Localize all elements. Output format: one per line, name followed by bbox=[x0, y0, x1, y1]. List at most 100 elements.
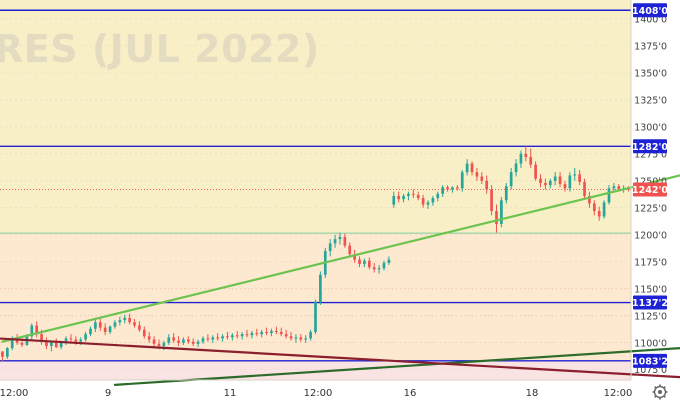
candle[interactable] bbox=[64, 336, 68, 345]
candle[interactable] bbox=[338, 232, 342, 245]
candle[interactable] bbox=[265, 327, 268, 336]
candle[interactable] bbox=[221, 334, 224, 342]
candle[interactable] bbox=[133, 319, 136, 328]
candle[interactable] bbox=[578, 170, 581, 186]
candle[interactable] bbox=[460, 170, 464, 192]
candle[interactable] bbox=[588, 191, 591, 208]
candle[interactable] bbox=[230, 333, 234, 341]
candle[interactable] bbox=[607, 185, 611, 205]
candle[interactable] bbox=[284, 329, 288, 339]
candle[interactable] bbox=[333, 234, 337, 248]
candle[interactable] bbox=[426, 200, 430, 209]
candle[interactable] bbox=[602, 200, 606, 219]
candle[interactable] bbox=[108, 325, 112, 335]
settings-gear-icon[interactable] bbox=[652, 384, 668, 400]
candle[interactable] bbox=[583, 178, 586, 199]
candle[interactable] bbox=[534, 161, 537, 181]
candle[interactable] bbox=[309, 329, 312, 341]
candle[interactable] bbox=[387, 256, 391, 266]
trendline[interactable] bbox=[113, 344, 680, 386]
candle[interactable] bbox=[480, 172, 484, 185]
candle[interactable] bbox=[465, 159, 469, 176]
candle[interactable] bbox=[172, 333, 175, 343]
candle[interactable] bbox=[1, 351, 4, 362]
candle[interactable] bbox=[553, 172, 557, 186]
candle[interactable] bbox=[592, 200, 596, 216]
candle[interactable] bbox=[138, 321, 141, 332]
candle[interactable] bbox=[377, 265, 381, 274]
price-badge[interactable]: 1083'2 bbox=[632, 353, 668, 368]
candle[interactable] bbox=[519, 150, 523, 168]
candle[interactable] bbox=[186, 336, 190, 344]
candle[interactable] bbox=[529, 148, 533, 168]
candle[interactable] bbox=[597, 206, 601, 221]
candle[interactable] bbox=[392, 191, 396, 208]
candle[interactable] bbox=[89, 326, 92, 337]
candle[interactable] bbox=[206, 334, 210, 342]
candle[interactable] bbox=[573, 167, 577, 181]
candle[interactable] bbox=[431, 195, 435, 206]
candle[interactable] bbox=[240, 331, 244, 340]
candle[interactable] bbox=[216, 333, 220, 341]
candle[interactable] bbox=[226, 331, 229, 340]
candle[interactable] bbox=[358, 256, 361, 268]
candle[interactable] bbox=[441, 185, 445, 198]
candle[interactable] bbox=[348, 242, 352, 257]
candle[interactable] bbox=[94, 319, 97, 332]
candle[interactable] bbox=[382, 260, 386, 271]
candle[interactable] bbox=[260, 329, 264, 338]
candle[interactable] bbox=[196, 339, 200, 348]
candle[interactable] bbox=[495, 204, 498, 233]
candle[interactable] bbox=[367, 257, 371, 270]
candle[interactable] bbox=[275, 326, 278, 335]
candle[interactable] bbox=[45, 337, 48, 350]
candle[interactable] bbox=[299, 334, 303, 342]
candle[interactable] bbox=[177, 336, 180, 346]
price-badge[interactable]: 1408'0 bbox=[632, 3, 668, 18]
candle[interactable] bbox=[456, 185, 459, 191]
candle[interactable] bbox=[69, 334, 73, 343]
candle[interactable] bbox=[304, 335, 308, 343]
price-badge[interactable]: 1242'0 bbox=[632, 182, 668, 197]
candle[interactable] bbox=[201, 336, 205, 344]
candle[interactable] bbox=[397, 191, 401, 203]
candle[interactable] bbox=[103, 323, 107, 336]
candle[interactable] bbox=[475, 167, 479, 181]
candle[interactable] bbox=[500, 197, 503, 228]
candle[interactable] bbox=[98, 317, 102, 331]
candle[interactable] bbox=[558, 172, 562, 188]
candle[interactable] bbox=[123, 314, 127, 324]
candle[interactable] bbox=[436, 191, 440, 202]
candle[interactable] bbox=[314, 299, 317, 335]
candle[interactable] bbox=[235, 330, 239, 339]
candle[interactable] bbox=[568, 172, 572, 192]
candle[interactable] bbox=[544, 178, 547, 190]
candle[interactable] bbox=[152, 336, 156, 348]
candle[interactable] bbox=[279, 327, 283, 337]
candle[interactable] bbox=[490, 185, 493, 216]
candle[interactable] bbox=[402, 193, 405, 203]
candle[interactable] bbox=[191, 338, 195, 346]
candle[interactable] bbox=[372, 262, 376, 273]
candle[interactable] bbox=[509, 167, 513, 190]
candle[interactable] bbox=[363, 258, 366, 268]
candle[interactable] bbox=[142, 326, 146, 339]
candle[interactable] bbox=[147, 331, 151, 343]
candle[interactable] bbox=[524, 146, 528, 162]
candle[interactable] bbox=[113, 320, 117, 329]
candle[interactable] bbox=[30, 323, 34, 340]
candle[interactable] bbox=[446, 185, 449, 192]
candle[interactable] bbox=[211, 335, 215, 343]
trendline[interactable] bbox=[1, 159, 680, 343]
candle[interactable] bbox=[35, 321, 39, 338]
candle[interactable] bbox=[294, 334, 298, 343]
candle[interactable] bbox=[245, 329, 249, 338]
candle[interactable] bbox=[504, 182, 508, 204]
price-badge[interactable]: 1137'2 bbox=[632, 295, 668, 310]
candle[interactable] bbox=[182, 337, 185, 345]
candle[interactable] bbox=[167, 334, 171, 345]
candle[interactable] bbox=[250, 330, 254, 339]
candle[interactable] bbox=[548, 178, 552, 189]
